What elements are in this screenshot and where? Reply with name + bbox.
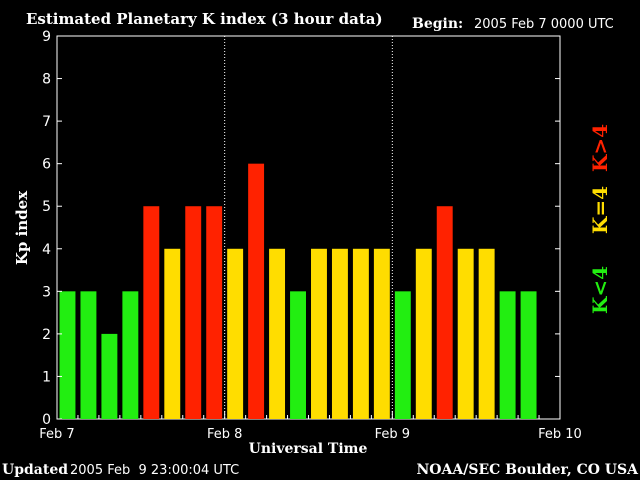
y-tick-label: 0: [42, 412, 51, 428]
kp-bar: [143, 206, 160, 419]
kp-bar: [206, 206, 223, 419]
updated-label: Updated: [2, 462, 68, 478]
kp-bar: [394, 291, 411, 419]
x-tick-label: Feb 7: [39, 427, 74, 442]
kp-bar: [499, 291, 516, 419]
x-tick-label: Feb 9: [375, 427, 410, 442]
x-tick-label: Feb 10: [538, 427, 582, 442]
kp-bar: [352, 248, 369, 419]
kp-bar: [80, 291, 97, 419]
y-tick-label: 6: [42, 157, 51, 173]
kp-bar: [457, 248, 474, 419]
begin-value: 2005 Feb 7 0000 UTC: [474, 17, 614, 32]
kp-bar: [185, 206, 202, 419]
kp-bar: [227, 248, 244, 419]
kp-bar: [101, 333, 118, 419]
kp-bar: [269, 248, 286, 419]
legend: K<4 K=4 K>4: [588, 124, 612, 314]
x-axis-label: Universal Time: [249, 441, 368, 457]
kp-bar: [122, 291, 139, 419]
y-axis-label: Kp index: [13, 190, 31, 265]
kp-bar: [290, 291, 306, 419]
kp-bar: [248, 163, 265, 419]
y-tick-label: 7: [42, 114, 51, 130]
day-dividers: [224, 36, 393, 419]
legend-item: K=4: [588, 186, 612, 234]
updated-value: 2005 Feb 9 23:00:04 UTC: [70, 463, 239, 478]
kp-bar: [415, 248, 432, 419]
y-tick-label: 9: [42, 29, 51, 45]
y-tick-label: 4: [42, 242, 51, 258]
y-tick-label: 8: [42, 72, 51, 88]
y-tick-label: 1: [42, 369, 51, 385]
legend-item: K>4: [588, 124, 612, 172]
begin-label: Begin:: [412, 16, 463, 32]
x-tick-label: Feb 8: [207, 427, 242, 442]
chart-title: Estimated Planetary K index (3 hour data…: [26, 10, 383, 28]
y-tick-label: 3: [42, 284, 51, 300]
kp-bar: [164, 248, 181, 419]
kp-bar: [373, 248, 390, 419]
y-tick-label: 2: [42, 327, 51, 343]
source-credit: NOAA/SEC Boulder, CO USA: [417, 462, 640, 478]
kp-bar: [331, 248, 348, 419]
y-axis: 0 1 2 3 4 5 6 7 8 9: [42, 29, 560, 428]
kp-bar: [436, 206, 453, 419]
kp-bar: [311, 248, 327, 419]
legend-item: K<4: [588, 266, 612, 314]
kp-bar: [59, 291, 76, 419]
kp-bar: [478, 248, 495, 419]
bars: [59, 163, 537, 419]
x-axis: Feb 7 Feb 8 Feb 9 Feb 10: [39, 411, 582, 442]
kp-bar: [520, 291, 537, 419]
y-tick-label: 5: [42, 199, 51, 215]
